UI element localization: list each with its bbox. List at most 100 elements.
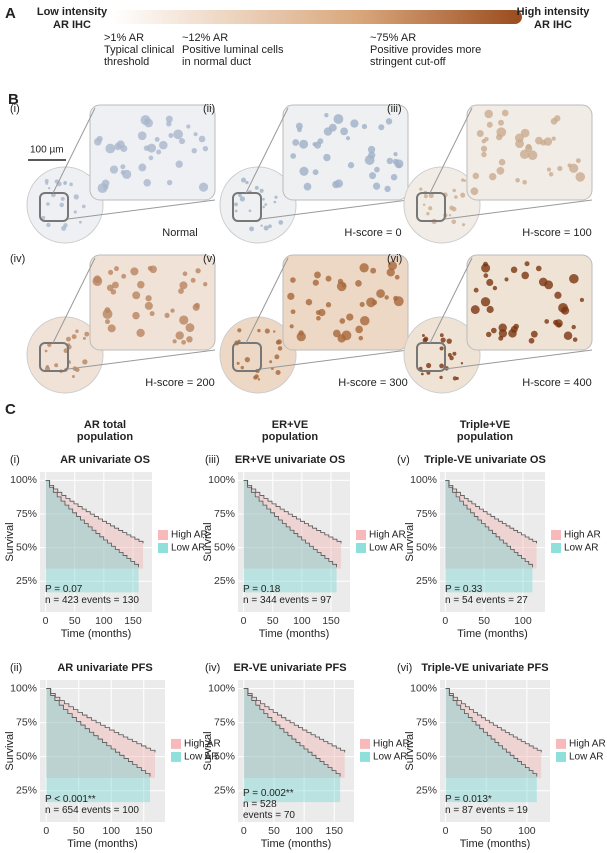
plot-roman: (i) [10,454,20,466]
nucleus [275,340,281,345]
nucleus [423,194,428,199]
nucleus [312,279,319,286]
x-tick-label: 0 [43,615,49,627]
zoom-line [429,107,473,194]
nucleus [392,158,399,165]
nucleus [422,203,426,206]
x-tick-label: 100 [293,615,311,627]
nucleus [579,297,584,303]
nucleus [137,280,145,289]
nucleus [278,220,284,225]
survival-band [243,688,345,778]
nucleus [257,328,261,333]
zoom-line [52,257,96,344]
nucleus [484,136,489,142]
nucleus [191,147,197,154]
zoom-line [260,349,409,370]
nucleus [198,182,209,192]
nucleus [195,268,201,274]
stat: P = 0.07 [45,584,83,595]
plot-title: ER-VE univariate PFS [233,662,346,674]
high-label: AR IHC [534,19,572,31]
nucleus [384,185,391,192]
plot-roman: (iv) [205,662,220,674]
nucleus [470,305,480,315]
legend-label: High AR [564,530,601,541]
nucleus [82,359,88,365]
panel-label: B [8,91,19,108]
nucleus [355,325,363,334]
survival-curve [46,688,151,777]
caption: H-score = 400 [522,377,591,389]
zoom-line [67,349,216,370]
survival-curve [445,688,542,753]
x-tick-label: 0 [443,825,449,837]
x-tick-label: 100 [95,615,113,627]
nucleus [71,374,75,378]
zoom-line [52,107,96,194]
nucleus [178,288,184,294]
nucleus [257,378,261,381]
nucleus [299,139,309,149]
legend-label: High AR [369,530,406,541]
y-tick-label: 75% [16,716,37,728]
nucleus [47,187,51,190]
nucleus [486,305,494,314]
nucleus [102,309,113,319]
nucleus [452,376,457,381]
nucleus [418,366,423,371]
x-tick-label: 50 [69,615,81,627]
note: Typical clinical [104,44,174,56]
zoom-box [232,192,262,222]
nucleus [492,285,498,291]
legend-label: Low AR [569,752,603,763]
nucleus [341,330,352,341]
nucleus [138,163,147,172]
legend-label: Low AR [373,752,407,763]
column-header: Triple+VE [460,419,510,431]
stat: n = 654 events = 100 [45,805,139,816]
y-tick-label: 25% [16,575,37,587]
nucleus [190,277,196,283]
nucleus [41,215,46,220]
nucleus [318,308,326,317]
survival-curve [243,688,346,753]
nucleus [515,177,520,183]
tissue-core [219,166,297,244]
stat: P = 0.33 [445,584,483,595]
zoom-line [444,199,593,220]
nucleus [560,306,570,315]
survival-curve [445,480,537,544]
nucleus [143,145,150,151]
nucleus [426,362,432,369]
nucleus [179,315,189,325]
nucleus [347,162,355,169]
nucleus [339,318,346,324]
nucleus [496,166,505,175]
nucleus [111,281,119,289]
nucleus [366,297,376,308]
nucleus [419,187,423,191]
nucleus [260,224,263,227]
nucleus [428,192,434,199]
tile-roman: (ii) [203,103,215,115]
legend-label: Low AR [184,752,218,763]
nucleus [423,336,429,342]
column-header: population [262,431,318,443]
nucleus [446,338,452,344]
nucleus [92,276,103,287]
nucleus [168,132,174,138]
plot-bg [440,472,545,612]
stat: n = 528 [243,799,277,810]
nucleus [519,149,530,159]
nucleus [166,121,172,127]
legend-label: High AR [184,739,221,750]
y-axis-label: Survival [4,731,16,770]
nucleus [238,193,242,198]
plot-title: Triple-VE univariate OS [424,454,546,466]
note: >1% AR [104,32,144,44]
nucleus [245,180,249,185]
legend-swatch [158,543,168,553]
nucleus [60,196,65,201]
nucleus [44,179,49,184]
